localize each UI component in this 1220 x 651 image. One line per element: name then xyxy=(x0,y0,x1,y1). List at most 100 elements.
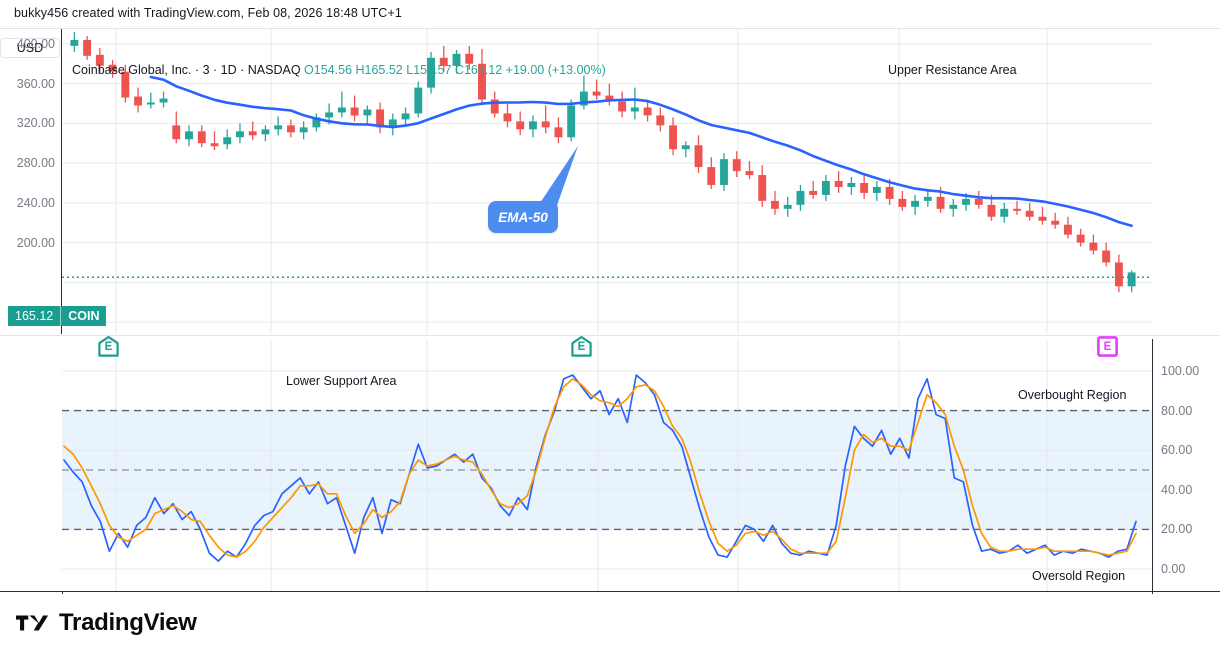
rsi-tick-label: 80.00 xyxy=(1161,403,1193,418)
candle-body xyxy=(1063,224,1072,235)
candle-body xyxy=(337,107,346,113)
candle-body xyxy=(185,131,193,140)
price-tick-label: 320.00 xyxy=(16,116,55,131)
rsi-tick-label: 60.00 xyxy=(1161,443,1193,458)
candle-body xyxy=(834,181,843,187)
price-tick-label: 200.00 xyxy=(16,235,55,250)
candle-body xyxy=(490,99,499,114)
candle-body xyxy=(478,63,486,100)
earnings-square-icon xyxy=(1097,336,1118,357)
candle-body xyxy=(592,91,601,96)
candle-body xyxy=(401,113,410,120)
candle-body xyxy=(707,167,716,185)
currency-button[interactable]: USD xyxy=(0,38,60,58)
rsi-tick-label: 0.00 xyxy=(1161,562,1186,576)
annotation-oversold: Oversold Region xyxy=(1032,569,1126,583)
price-tick-label: 240.00 xyxy=(16,195,55,210)
candle-body xyxy=(452,53,461,66)
candle-body xyxy=(223,137,232,145)
earnings-marker[interactable]: E xyxy=(1097,336,1118,357)
candle-body xyxy=(146,102,155,105)
price-tick-label: 400.00 xyxy=(16,36,55,51)
current-price-ticker: COIN xyxy=(60,306,107,326)
candle-body xyxy=(516,121,525,130)
candle-body xyxy=(885,186,894,199)
candle-body xyxy=(796,190,805,205)
candle-body xyxy=(949,204,958,209)
rsi-tick-label: 20.00 xyxy=(1161,522,1193,537)
tradingview-wordmark: TradingView xyxy=(59,608,197,636)
candle-body xyxy=(236,131,244,138)
candle-body xyxy=(681,145,690,150)
candle-body xyxy=(771,200,779,209)
candle-body xyxy=(70,39,79,46)
candle-body xyxy=(503,113,512,122)
candle-body xyxy=(643,107,652,116)
annotation-lower-support: Lower Support Area xyxy=(286,374,397,388)
candle-body xyxy=(376,109,385,128)
candle-body xyxy=(121,71,130,98)
tradingview-mark-icon xyxy=(16,614,49,631)
candle-body xyxy=(286,125,295,133)
current-price-tag[interactable]: 165.12 COIN xyxy=(8,306,107,326)
candle-body xyxy=(923,196,932,201)
legend-high: H165.52 xyxy=(355,63,403,77)
candle-body xyxy=(299,127,308,133)
candle-body xyxy=(860,182,869,193)
rsi-pane[interactable] xyxy=(0,339,1152,591)
candle-body xyxy=(159,98,168,103)
candle-body xyxy=(439,57,448,66)
legend-low: L151.57 xyxy=(406,63,452,77)
candle-body xyxy=(974,198,983,205)
candle-body xyxy=(388,119,397,128)
candle-body xyxy=(872,186,881,193)
candle-body xyxy=(528,121,537,130)
chart-shell: USD 400.00 360.00 320.00 280.00 240.00 200.00… xyxy=(0,28,1220,623)
ema-callout[interactable]: EMA-50 xyxy=(488,146,598,251)
candle-body xyxy=(1114,262,1123,287)
candle-body xyxy=(758,175,767,201)
pane-divider xyxy=(0,335,1220,336)
ema-50-line xyxy=(149,75,1133,227)
candle-body xyxy=(1013,208,1021,211)
earnings-marker[interactable]: E xyxy=(571,335,592,357)
candle-body xyxy=(911,200,920,207)
candle-body xyxy=(618,101,627,112)
rsi-canvas xyxy=(62,339,1152,591)
candle-body xyxy=(1076,234,1085,243)
candle-body xyxy=(350,107,359,116)
current-price-value: 165.12 xyxy=(8,306,61,326)
candle-body xyxy=(1051,220,1060,225)
candle-body xyxy=(847,182,856,187)
annotation-upper-resistance: Upper Resistance Area xyxy=(888,63,1017,77)
candle-body xyxy=(554,127,563,138)
candle-body xyxy=(745,171,754,176)
legend-change: +19.00 (+13.00%) xyxy=(505,63,606,77)
chart-legend: Coinbase Global, Inc. · 3 · 1D · NASDAQ … xyxy=(72,63,606,77)
candle-body xyxy=(694,145,703,168)
candle-body xyxy=(898,198,907,207)
price-tick-label: 360.00 xyxy=(16,76,55,91)
candle-body xyxy=(1038,216,1047,221)
price-axis[interactable]: USD 400.00 360.00 320.00 280.00 240.00 200.00… xyxy=(0,29,62,334)
candle-body xyxy=(732,159,741,172)
candle-body xyxy=(669,125,678,150)
legend-symbol[interactable]: Coinbase Global, Inc. · 3 · 1D · NASDAQ xyxy=(72,63,301,77)
candle-body xyxy=(1000,208,1009,217)
candle-body xyxy=(197,131,206,144)
candlestick-canvas xyxy=(62,29,1152,334)
price-pane[interactable] xyxy=(62,29,1152,334)
price-tick-label: 280.00 xyxy=(16,156,55,171)
candle-body xyxy=(605,95,614,102)
ema-callout-box: EMA-50 xyxy=(488,201,558,233)
earnings-marker-label: E xyxy=(104,340,113,353)
earnings-marker[interactable]: E xyxy=(98,335,119,357)
candle-body xyxy=(210,143,219,147)
rsi-tick-label: 40.00 xyxy=(1161,482,1193,497)
tradingview-logo[interactable]: TradingView xyxy=(16,609,197,637)
rsi-axis[interactable]: 0.00 20.00 40.00 60.00 80.00 100.00 xyxy=(1152,339,1220,591)
candle-body xyxy=(567,105,576,138)
candle-body xyxy=(962,198,970,205)
earnings-marker-label: E xyxy=(577,340,586,353)
